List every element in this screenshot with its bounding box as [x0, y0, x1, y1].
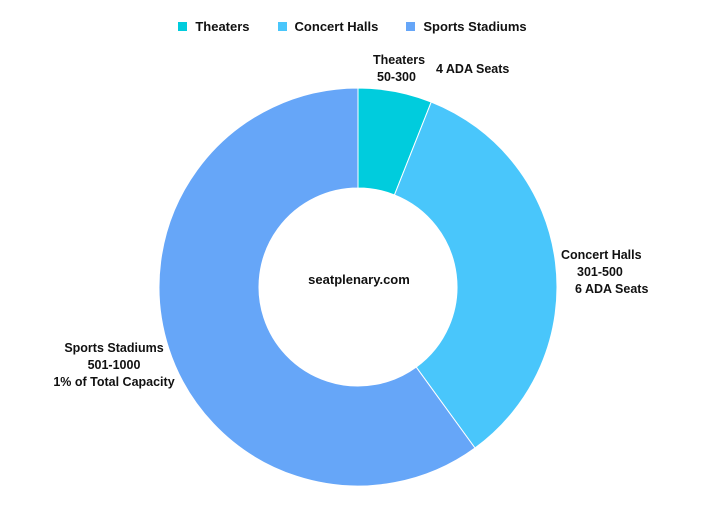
annotation-sports-stadiums-capacity: 1% of Total Capacity: [53, 375, 175, 389]
legend-item-concert-halls: Concert Halls: [277, 19, 379, 34]
slice-concert-halls: [393, 101, 558, 449]
annotation-sports-stadiums-range: 501-1000: [87, 358, 141, 372]
donut-center-text: seatplenary.com: [308, 272, 410, 287]
chart-legend: Theaters Concert Halls Sports Stadiums: [0, 19, 705, 34]
legend-label-theaters: Theaters: [195, 19, 250, 34]
annotation-concert-halls-range: 301-500: [577, 265, 623, 279]
annotation-theaters-seats: 4 ADA Seats: [435, 62, 510, 76]
annotation-theaters-range: 50-300: [377, 70, 416, 84]
annotation-concert-halls: Concert Halls 301-500 6 ADA Seats: [561, 247, 648, 298]
legend-swatch-theaters: [178, 22, 188, 31]
annotation-concert-halls-seats: 6 ADA Seats: [575, 282, 649, 296]
legend-label-concert-halls: Concert Halls: [294, 19, 379, 34]
legend-swatch-concert-halls: [277, 22, 287, 31]
annotation-sports-stadiums: Sports Stadiums 501-1000 1% of Total Cap…: [50, 340, 178, 391]
legend-item-theaters: Theaters: [178, 19, 250, 34]
annotation-theaters-details: 50-300 4 ADA Seats: [373, 62, 509, 86]
legend-label-sports-stadiums: Sports Stadiums: [423, 19, 527, 34]
slice-sports-stadiums: [158, 87, 476, 487]
legend-item-sports-stadiums: Sports Stadiums: [406, 19, 527, 34]
annotation-theaters-name: Theaters: [373, 53, 426, 67]
annotation-theaters: Theaters 50-300 4 ADA Seats: [373, 52, 509, 86]
legend-swatch-sports-stadiums: [406, 22, 416, 31]
annotation-concert-halls-name: Concert Halls: [561, 248, 642, 262]
annotation-sports-stadiums-name: Sports Stadiums: [64, 341, 164, 355]
